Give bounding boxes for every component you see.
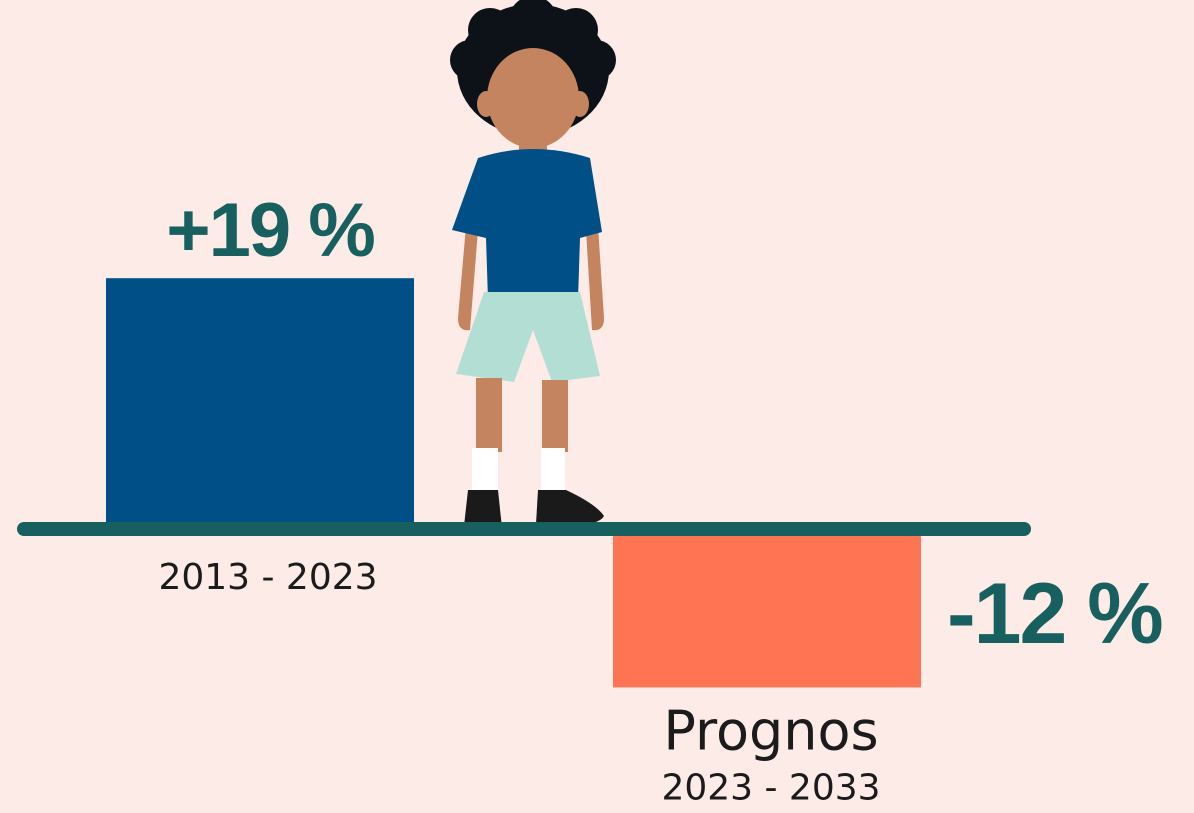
data-label-2023-2033: -12 % bbox=[947, 566, 1162, 662]
category-label-2023-2033: 2023 - 2033 bbox=[661, 767, 880, 808]
prognos-annotation: Prognos bbox=[663, 699, 878, 762]
child-standing-icon bbox=[450, 0, 616, 531]
category-label-2013-2023: 2013 - 2023 bbox=[158, 557, 377, 598]
bar-2023-2033 bbox=[613, 529, 921, 688]
data-label-2013-2023: +19 % bbox=[166, 188, 374, 273]
bar-2013-2023 bbox=[106, 278, 414, 529]
